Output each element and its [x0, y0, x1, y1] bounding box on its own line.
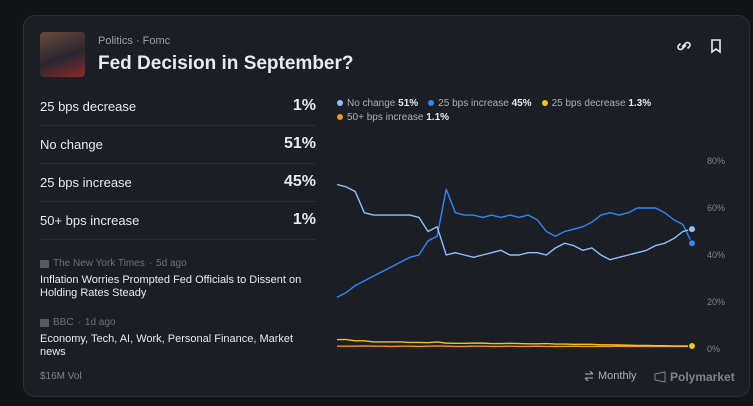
- series-line: [336, 183, 693, 261]
- source-name: The New York Times: [53, 258, 145, 269]
- legend-item[interactable]: 25 bps increase 45%: [428, 98, 532, 109]
- news-age: 1d ago: [84, 317, 116, 328]
- legend: No change 51% 25 bps increase 45% 25 bps d…: [337, 98, 697, 123]
- brand-name: Polymarket: [670, 370, 735, 384]
- outcome-label: 25 bps increase: [40, 174, 132, 190]
- y-tick-label: 20%: [707, 297, 725, 307]
- interval[interactable]: Monthly: [584, 370, 637, 382]
- y-tick-label: 0%: [707, 344, 720, 354]
- sep: ·: [148, 258, 153, 269]
- brand: Polymarket: [654, 370, 735, 384]
- outcome-row[interactable]: No change 51%: [40, 125, 316, 164]
- interval-label: Monthly: [598, 370, 637, 382]
- end-dot: [688, 341, 696, 350]
- actions: [677, 39, 721, 54]
- outcome-row[interactable]: 25 bps decrease 1%: [40, 87, 316, 126]
- news-source: The New York Times · 5d ago: [40, 258, 187, 269]
- brand-logo: [654, 371, 666, 383]
- legend-item[interactable]: 25 bps decrease 1.3%: [541, 98, 652, 109]
- title: Fed Decision in September?: [98, 53, 354, 74]
- news-source: BBC · 1d ago: [40, 317, 116, 328]
- outcome-chance: 51%: [283, 135, 316, 152]
- legend-item[interactable]: 50+ bps increase 1.1%: [337, 112, 449, 123]
- news-title[interactable]: Economy, Tech, AI, Work, Personal Financ…: [40, 333, 294, 358]
- y-tick-label: 80%: [707, 156, 725, 166]
- legend-swatch: [337, 100, 343, 106]
- outcome-chance: 1%: [292, 211, 316, 228]
- legend-value: 1.3%: [628, 98, 652, 109]
- end-dot: [688, 239, 696, 248]
- swap-icon: [584, 371, 594, 381]
- series-line: [336, 188, 693, 298]
- sep: ·: [77, 317, 81, 328]
- series-line: [337, 338, 692, 347]
- legend-name: 50+ bps increase: [347, 112, 424, 123]
- legend-name: No change: [347, 98, 396, 109]
- end-dot: [688, 225, 696, 234]
- volume: $16M Vol: [40, 371, 82, 382]
- news-title[interactable]: Inflation Worries Prompted Fed Officials…: [40, 274, 302, 299]
- legend-swatch: [541, 100, 548, 106]
- outcome-label: 25 bps decrease: [40, 98, 137, 114]
- market-card: [23, 15, 750, 397]
- legend-swatch: [428, 100, 435, 106]
- legend-value: 1.1%: [426, 112, 450, 123]
- link-icon[interactable]: [677, 41, 691, 51]
- outcome-label: No change: [40, 136, 103, 152]
- news-age: 5d ago: [156, 258, 187, 269]
- outcome-chance: 1%: [292, 97, 316, 114]
- outcome-row[interactable]: 50+ bps increase 1%: [40, 201, 316, 240]
- legend-swatch: [337, 114, 343, 120]
- outcome-chance: 45%: [283, 173, 316, 190]
- legend-item[interactable]: No change 51%: [337, 98, 418, 109]
- category[interactable]: Politics: [98, 35, 133, 47]
- outcome-label: 50+ bps increase: [40, 212, 140, 228]
- source-icon: [40, 318, 49, 327]
- outcome-row[interactable]: 25 bps increase 45%: [40, 163, 316, 202]
- market-image: [40, 32, 85, 77]
- legend-value: 51%: [398, 98, 419, 109]
- breadcrumb: Politics · Fomc: [98, 35, 171, 47]
- bookmark-icon[interactable]: [711, 39, 721, 54]
- y-tick-label: 40%: [707, 250, 725, 260]
- source-name: BBC: [53, 317, 74, 328]
- legend-name: 25 bps increase: [438, 98, 509, 109]
- tag[interactable]: Fomc: [142, 35, 171, 47]
- legend-value: 45%: [511, 98, 532, 109]
- y-tick-label: 60%: [707, 203, 725, 213]
- legend-name: 25 bps decrease: [551, 98, 626, 109]
- source-icon: [40, 259, 49, 268]
